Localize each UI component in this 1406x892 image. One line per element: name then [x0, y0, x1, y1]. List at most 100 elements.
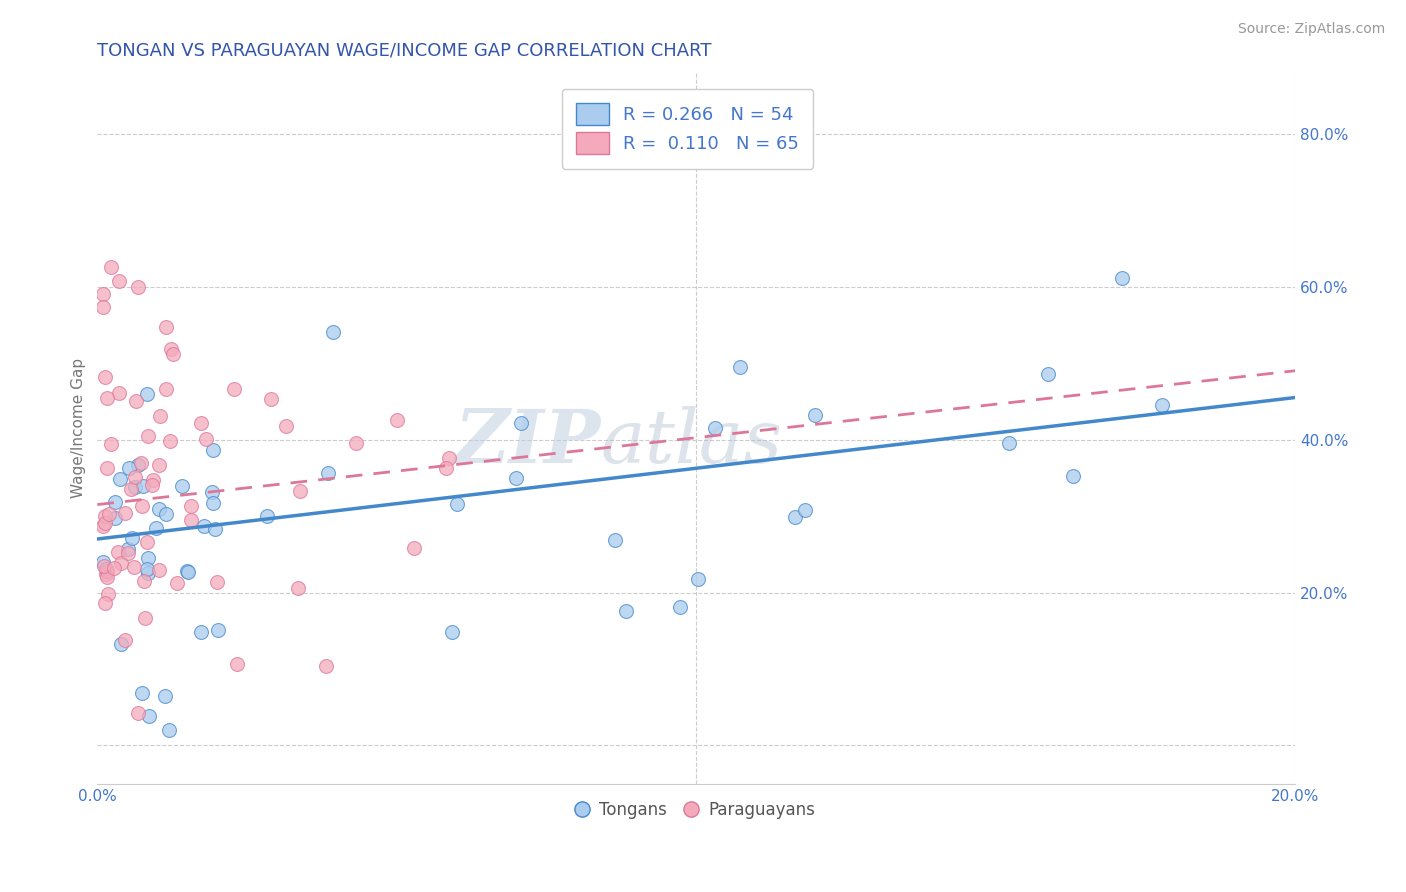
Point — [159, 342, 181, 356]
Point — [260, 392, 283, 406]
Point — [110, 556, 132, 570]
Point — [287, 581, 309, 595]
Point — [180, 513, 202, 527]
Point — [134, 574, 156, 589]
Point — [193, 519, 215, 533]
Point — [131, 686, 153, 700]
Point — [205, 575, 228, 590]
Point — [274, 419, 297, 434]
Point — [96, 461, 118, 475]
Point — [207, 624, 229, 638]
Point — [402, 541, 425, 555]
Point — [110, 472, 132, 486]
Point — [190, 625, 212, 640]
Point — [157, 723, 180, 738]
Point — [176, 564, 198, 578]
Text: atlas: atlas — [600, 406, 783, 478]
Point — [148, 458, 170, 473]
Point — [93, 559, 115, 574]
Point — [194, 432, 217, 446]
Point — [96, 570, 118, 584]
Text: TONGAN VS PARAGUAYAN WAGE/INCOME GAP CORRELATION CHART: TONGAN VS PARAGUAYAN WAGE/INCOME GAP COR… — [97, 42, 711, 60]
Point — [505, 471, 527, 485]
Point — [437, 450, 460, 465]
Point — [138, 709, 160, 723]
Point — [998, 436, 1021, 450]
Text: Source: ZipAtlas.com: Source: ZipAtlas.com — [1237, 22, 1385, 37]
Point — [688, 572, 710, 586]
Point — [96, 565, 118, 579]
Point — [141, 478, 163, 492]
Point — [103, 561, 125, 575]
Point — [104, 510, 127, 524]
Point — [100, 260, 122, 274]
Point — [93, 287, 115, 301]
Point — [94, 562, 117, 576]
Point — [202, 496, 225, 510]
Point — [155, 320, 177, 334]
Point — [204, 522, 226, 536]
Point — [322, 326, 344, 340]
Point — [117, 460, 139, 475]
Point — [510, 416, 533, 430]
Point — [1062, 469, 1084, 483]
Point — [159, 434, 181, 448]
Point — [224, 382, 246, 396]
Point — [669, 599, 692, 614]
Point — [704, 421, 727, 435]
Point — [1150, 398, 1173, 412]
Point — [290, 484, 312, 499]
Point — [434, 461, 457, 475]
Point — [793, 503, 815, 517]
Point — [135, 562, 157, 576]
Point — [107, 385, 129, 400]
Point — [603, 533, 626, 547]
Point — [155, 689, 177, 703]
Point — [172, 479, 194, 493]
Point — [96, 391, 118, 405]
Point — [1111, 270, 1133, 285]
Point — [110, 637, 132, 651]
Point — [114, 506, 136, 520]
Point — [316, 466, 339, 480]
Point — [93, 300, 115, 314]
Point — [125, 394, 148, 409]
Point — [149, 409, 172, 424]
Point — [142, 473, 165, 487]
Point — [93, 518, 115, 533]
Point — [446, 497, 468, 511]
Point — [127, 458, 149, 472]
Point — [97, 587, 120, 601]
Legend: Tongans, Paraguayans: Tongans, Paraguayans — [571, 794, 823, 825]
Point — [162, 347, 184, 361]
Point — [124, 480, 146, 494]
Point — [94, 567, 117, 582]
Point — [104, 495, 127, 509]
Point — [94, 595, 117, 609]
Y-axis label: Wage/Income Gap: Wage/Income Gap — [72, 358, 86, 498]
Point — [155, 507, 177, 521]
Point — [614, 603, 637, 617]
Point — [108, 274, 131, 288]
Point — [225, 657, 247, 672]
Point — [136, 535, 159, 549]
Point — [1036, 367, 1059, 381]
Point — [136, 386, 159, 401]
Point — [94, 516, 117, 531]
Point — [124, 469, 146, 483]
Point — [120, 482, 142, 496]
Point — [94, 369, 117, 384]
Point — [344, 436, 367, 450]
Point — [122, 560, 145, 574]
Point — [100, 436, 122, 450]
Point — [387, 413, 409, 427]
Point — [148, 502, 170, 516]
Point — [136, 428, 159, 442]
Point — [200, 484, 222, 499]
Point — [127, 280, 149, 294]
Point — [127, 706, 149, 720]
Point — [145, 521, 167, 535]
Point — [190, 416, 212, 430]
Point — [728, 360, 751, 375]
Point — [114, 633, 136, 648]
